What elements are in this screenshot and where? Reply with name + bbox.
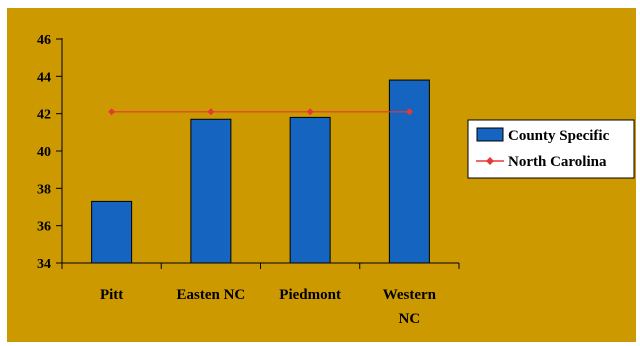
legend-swatch-county-specific	[476, 127, 504, 142]
bar	[388, 79, 430, 264]
y-tick-label: 38	[37, 182, 51, 197]
bar	[190, 118, 232, 264]
line-marker	[207, 108, 215, 116]
y-tick-label: 44	[37, 70, 51, 85]
category-label: NC	[399, 311, 421, 327]
bar	[91, 200, 133, 264]
legend: County Specific North Carolina	[467, 119, 635, 179]
legend-marker-north-carolina	[486, 157, 494, 165]
y-tick-label: 36	[37, 220, 51, 235]
category-label: Piedmont	[279, 287, 341, 303]
category-label: Easten NC	[176, 287, 245, 303]
line-marker	[306, 108, 314, 116]
y-tick-label: 42	[37, 108, 51, 123]
legend-label-county-specific: County Specific	[508, 128, 610, 144]
line-marker	[108, 108, 116, 116]
y-tick-label: 40	[37, 145, 51, 160]
legend-label-north-carolina: North Carolina	[508, 154, 607, 170]
y-tick-label: 34	[37, 257, 51, 272]
bar	[289, 116, 331, 264]
plot-area: 34 36 38 40 42 44 46 Pitt Easten NC Piedmont Weste…	[37, 33, 460, 327]
line-marker	[405, 108, 413, 116]
category-label: Western	[383, 287, 437, 303]
category-label: Pitt	[100, 287, 123, 303]
y-tick-label: 46	[37, 33, 51, 48]
